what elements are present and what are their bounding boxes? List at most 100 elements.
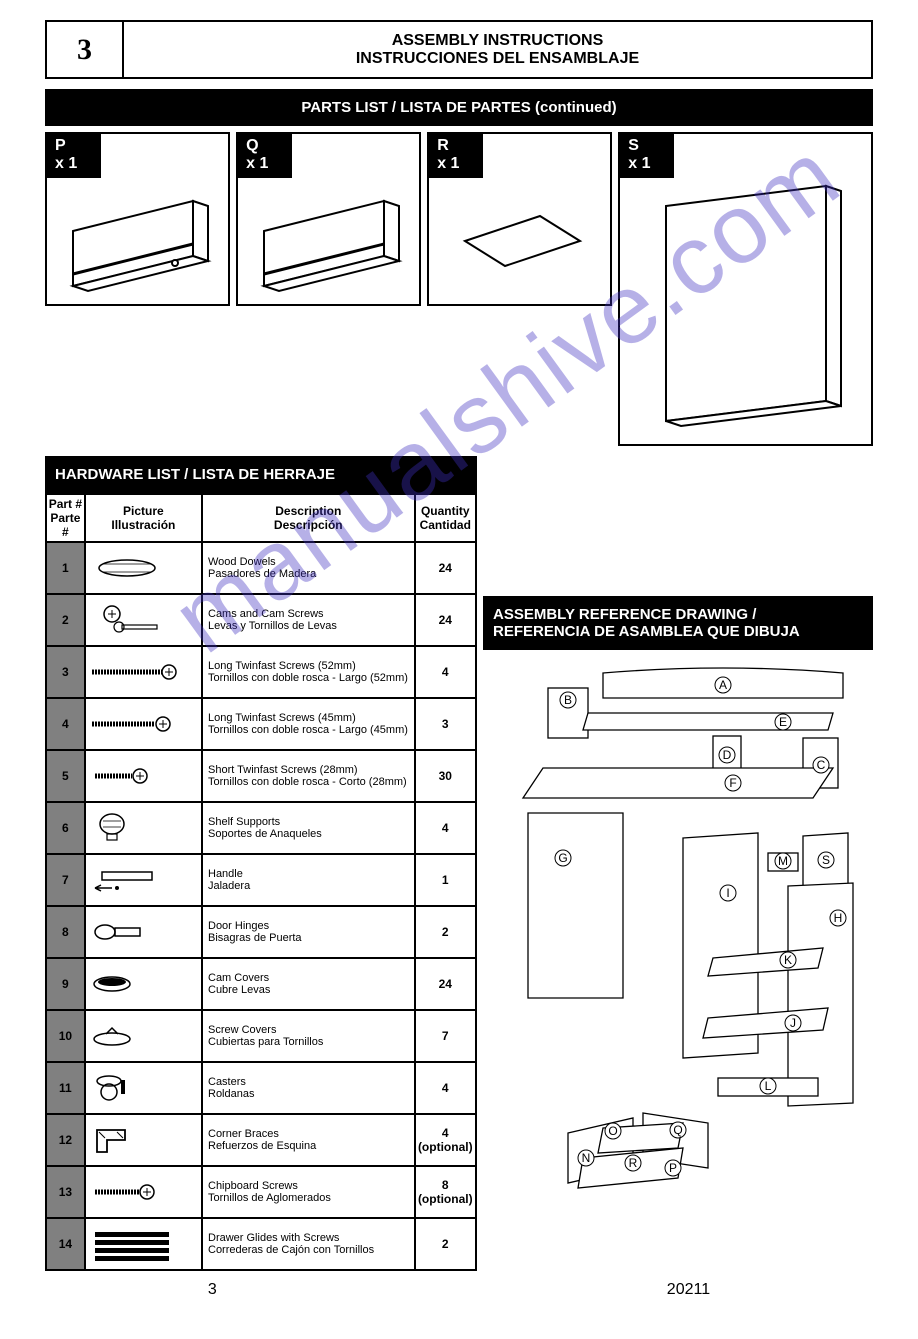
hw-desc: Casters Roldanas xyxy=(202,1062,415,1114)
hw-row: 4 Long Twinfast Screws (45mm) Tornillos … xyxy=(46,698,476,750)
page-title: ASSEMBLY INSTRUCTIONS INSTRUCCIONES DEL … xyxy=(124,22,871,77)
hw-row: 10 Screw Covers Cubiertas para Tornillos… xyxy=(46,1010,476,1062)
part-cell-q: Q x 1 xyxy=(236,132,421,306)
hw-code: 5 xyxy=(46,750,85,802)
part-label: P x 1 xyxy=(47,134,101,178)
hw-row: 9 Cam Covers Cubre Levas 24 xyxy=(46,958,476,1010)
part-p-drawing xyxy=(47,178,228,304)
hw-th-qty: Quantity Cantidad xyxy=(415,494,476,542)
assembly-banner: ASSEMBLY REFERENCE DRAWING / REFERENCIA … xyxy=(483,596,873,650)
svg-text:K: K xyxy=(784,953,792,967)
hw-qty: 24 xyxy=(415,958,476,1010)
hw-code: 6 xyxy=(46,802,85,854)
hw-code: 3 xyxy=(46,646,85,698)
part-qty: x 1 xyxy=(55,155,77,172)
hw-desc: Screw Covers Cubiertas para Tornillos xyxy=(202,1010,415,1062)
svg-text:O: O xyxy=(608,1124,617,1138)
part-code: R xyxy=(437,137,449,154)
hardware-table: Part # Parte # Picture Illustración Desc… xyxy=(45,493,477,1271)
svg-text:M: M xyxy=(778,854,788,868)
part-qty: x 1 xyxy=(246,155,268,172)
svg-text:L: L xyxy=(765,1079,772,1093)
part-cell-p: P x 1 xyxy=(45,132,230,306)
hw-desc: Wood Dowels Pasadores de Madera xyxy=(202,542,415,594)
parts-banner: PARTS LIST / LISTA DE PARTES (continued) xyxy=(45,89,873,126)
hw-qty: 30 xyxy=(415,750,476,802)
hw-qty: 4 xyxy=(415,1062,476,1114)
svg-text:N: N xyxy=(582,1151,591,1165)
hw-qty: 1 xyxy=(415,854,476,906)
hardware-banner: HARDWARE LIST / LISTA DE HERRAJE xyxy=(45,456,477,493)
hw-th-desc: Description Descripción xyxy=(202,494,415,542)
hw-row: 5 Short Twinfast Screws (28mm) Tornillos… xyxy=(46,750,476,802)
handle-icon xyxy=(85,854,202,906)
hw-qty: 2 xyxy=(415,1218,476,1270)
part-label: R x 1 xyxy=(429,134,483,178)
hw-row: 8 Door Hinges Bisagras de Puerta 2 xyxy=(46,906,476,958)
hw-desc: Short Twinfast Screws (28mm) Tornillos c… xyxy=(202,750,415,802)
hw-code: 1 xyxy=(46,542,85,594)
glide-icon xyxy=(85,1218,202,1270)
hw-qty: 3 xyxy=(415,698,476,750)
svg-text:E: E xyxy=(779,715,787,729)
hw-code: 2 xyxy=(46,594,85,646)
hw-qty: 24 xyxy=(415,594,476,646)
hw-qty: 8 (optional) xyxy=(415,1166,476,1218)
svg-text:I: I xyxy=(726,886,729,900)
part-q-drawing xyxy=(238,178,419,304)
hw-row: 14 Drawer Glides with Screws Correderas … xyxy=(46,1218,476,1270)
hw-code: 8 xyxy=(46,906,85,958)
brace-icon xyxy=(85,1114,202,1166)
hw-qty: 2 xyxy=(415,906,476,958)
hw-row: 1 Wood Dowels Pasadores de Madera 24 xyxy=(46,542,476,594)
hw-desc: Drawer Glides with Screws Correderas de … xyxy=(202,1218,415,1270)
svg-text:Q: Q xyxy=(673,1123,682,1137)
hw-code: 11 xyxy=(46,1062,85,1114)
page-number-top: 3 xyxy=(47,22,124,77)
hw-row: 2 Cams and Cam Screws Levas y Tornillos … xyxy=(46,594,476,646)
hinge-icon xyxy=(85,906,202,958)
page-footer: 3 20211 xyxy=(45,1281,873,1299)
footer-code: 20211 xyxy=(667,1281,710,1299)
hw-row: 6 Shelf Supports Soportes de Anaqueles 4 xyxy=(46,802,476,854)
screw-cover-icon xyxy=(85,1010,202,1062)
hw-th-part: Part # Parte # xyxy=(46,494,85,542)
hw-th-pic: Picture Illustración xyxy=(85,494,202,542)
hw-qty: 24 xyxy=(415,542,476,594)
screw-long-icon xyxy=(85,646,202,698)
svg-text:B: B xyxy=(564,693,572,707)
hw-code: 7 xyxy=(46,854,85,906)
hw-code: 10 xyxy=(46,1010,85,1062)
hw-row: 3 Long Twinfast Screws (52mm) Tornillos … xyxy=(46,646,476,698)
hw-desc: Long Twinfast Screws (52mm) Tornillos co… xyxy=(202,646,415,698)
hw-row: 7 Handle Jaladera 1 xyxy=(46,854,476,906)
hw-qty: 7 xyxy=(415,1010,476,1062)
exploded-view: A B C D E F G H I J K L M N O P Q xyxy=(483,650,873,1271)
hw-qty: 4 xyxy=(415,802,476,854)
svg-text:G: G xyxy=(558,851,567,865)
svg-text:C: C xyxy=(817,758,826,772)
svg-text:R: R xyxy=(629,1156,638,1170)
part-cell-r: R x 1 xyxy=(427,132,612,306)
part-code: S xyxy=(628,137,639,154)
part-cell-s: S x 1 xyxy=(618,132,873,446)
hw-desc: Door Hinges Bisagras de Puerta xyxy=(202,906,415,958)
caster-icon xyxy=(85,1062,202,1114)
dowel-icon xyxy=(85,542,202,594)
part-qty: x 1 xyxy=(437,155,459,172)
svg-text:S: S xyxy=(822,853,830,867)
part-code: P xyxy=(55,137,66,154)
svg-text:P: P xyxy=(669,1161,677,1175)
part-label: Q x 1 xyxy=(238,134,292,178)
footer-page: 3 xyxy=(208,1281,217,1299)
hw-desc: Long Twinfast Screws (45mm) Tornillos co… xyxy=(202,698,415,750)
hw-desc: Cams and Cam Screws Levas y Tornillos de… xyxy=(202,594,415,646)
cam-icon xyxy=(85,594,202,646)
part-r-drawing xyxy=(429,178,610,304)
svg-text:J: J xyxy=(790,1016,796,1030)
chipboard-screw-icon xyxy=(85,1166,202,1218)
hw-row: 13 Chipboard Screws Tornillos de Aglomer… xyxy=(46,1166,476,1218)
hw-qty: 4 xyxy=(415,646,476,698)
part-qty: x 1 xyxy=(628,155,650,172)
hw-code: 12 xyxy=(46,1114,85,1166)
